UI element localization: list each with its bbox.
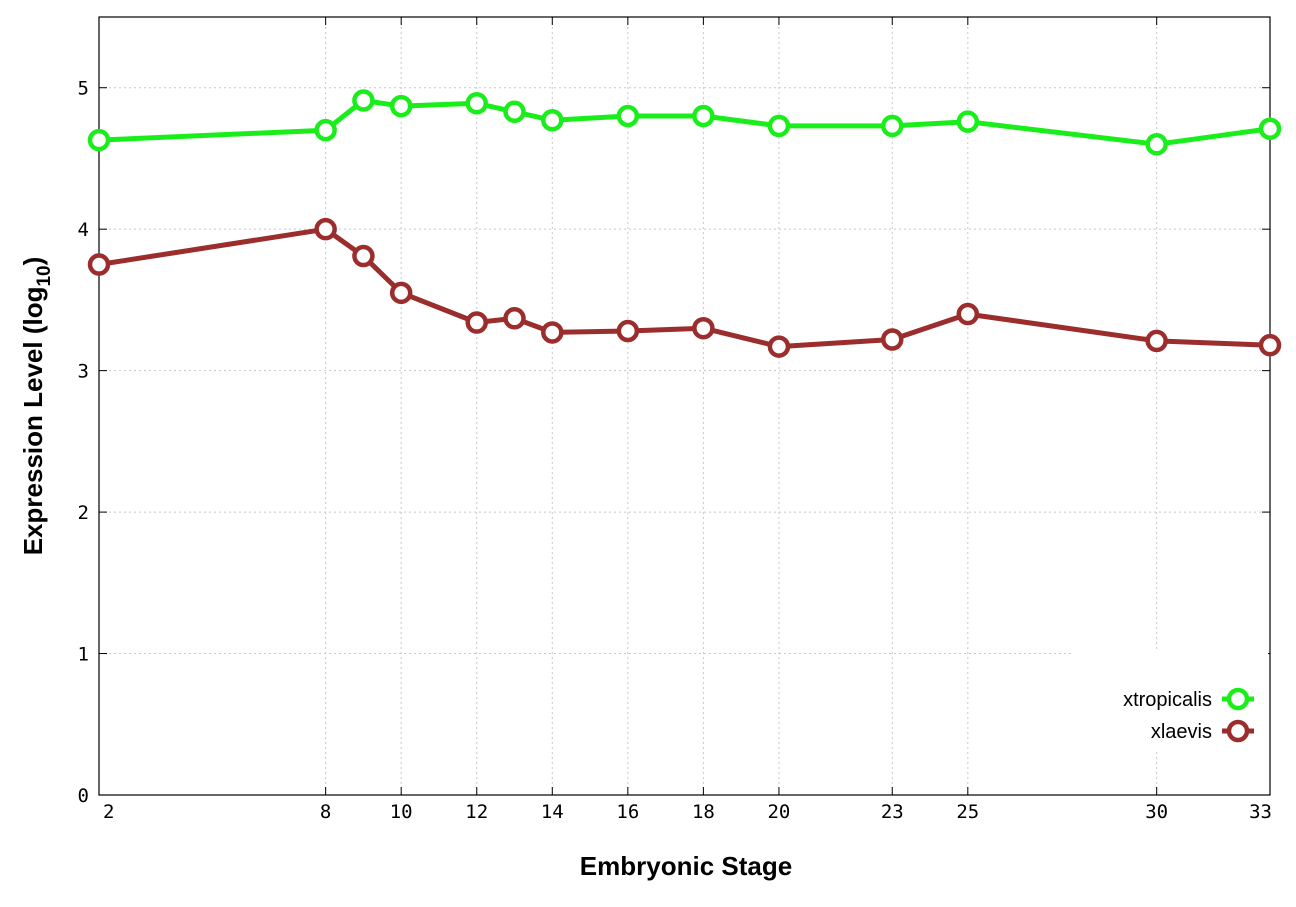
- data-point-xtropicalis: [87, 128, 111, 152]
- x-tick-label: 20: [767, 801, 790, 823]
- y-tick-label: 5: [78, 78, 89, 100]
- y-axis-title: Expression Level (log10): [18, 257, 55, 556]
- data-point-xlaevis: [503, 307, 526, 330]
- data-point-xtropicalis: [1145, 133, 1168, 156]
- x-tick-label: 16: [616, 801, 639, 823]
- legend-item-xlaevis: xlaevis: [1151, 719, 1254, 743]
- data-point-xlaevis: [616, 319, 640, 343]
- data-point-xtropicalis: [616, 104, 640, 128]
- x-tick-label: 14: [541, 801, 564, 823]
- series-line-xtropicalis: [98, 98, 1271, 147]
- y-tick-label: 3: [78, 361, 89, 383]
- series-layer: [87, 89, 1282, 358]
- x-tick-label: 8: [320, 801, 331, 823]
- data-point-xtropicalis: [503, 100, 526, 124]
- data-point-xlaevis: [465, 311, 488, 334]
- x-tick-label: 23: [881, 801, 904, 823]
- x-axis-title: Embryonic Stage: [580, 851, 792, 881]
- data-point-xlaevis: [1145, 329, 1168, 353]
- data-point-xlaevis: [314, 217, 337, 241]
- y-tick-label: 1: [78, 644, 89, 666]
- data-point-xtropicalis: [1258, 117, 1282, 140]
- data-point-xlaevis: [389, 281, 413, 305]
- data-point-xtropicalis: [541, 109, 564, 132]
- y-axis-title-close: ): [18, 257, 48, 266]
- legend-label: xtropicalis: [1123, 689, 1212, 711]
- y-tick-label: 0: [78, 785, 89, 807]
- data-point-xlaevis: [767, 335, 791, 358]
- legend-swatch-marker: [1226, 687, 1250, 711]
- data-point-xtropicalis: [314, 118, 337, 142]
- y-axis-title-subscript: 10: [34, 265, 55, 286]
- legend: xtropicalis xlaevis: [1072, 652, 1268, 750]
- x-tick-label: 10: [390, 801, 413, 823]
- y-tick-label: 2: [78, 502, 89, 524]
- legend-item-xtropicalis: xtropicalis: [1123, 687, 1254, 711]
- data-point-xtropicalis: [881, 114, 904, 138]
- series-line-xlaevis: [98, 226, 1271, 350]
- plot-frame: [98, 16, 1271, 796]
- legend-swatch-marker: [1226, 719, 1250, 743]
- data-point-xtropicalis: [692, 104, 715, 128]
- data-point-xlaevis: [881, 328, 904, 351]
- series-xlaevis: [87, 217, 1282, 358]
- series-xtropicalis: [87, 89, 1282, 156]
- data-point-xtropicalis: [465, 92, 488, 115]
- data-point-xlaevis: [1258, 333, 1282, 357]
- x-tick-label: 33: [1249, 801, 1272, 823]
- x-tick-label: 25: [956, 801, 979, 823]
- x-tick-label: 12: [465, 801, 488, 823]
- legend-label: xlaevis: [1151, 721, 1212, 743]
- x-tick-label: 18: [692, 801, 715, 823]
- data-point-xtropicalis: [767, 114, 791, 138]
- data-point-xlaevis: [956, 302, 980, 326]
- data-point-xlaevis: [692, 316, 715, 340]
- data-point-xtropicalis: [352, 89, 375, 112]
- x-tick-label: 30: [1145, 801, 1168, 823]
- data-point-xlaevis: [541, 321, 564, 344]
- y-axis-title-main: Expression Level (log: [18, 287, 48, 556]
- data-point-xlaevis: [352, 244, 375, 268]
- data-point-xlaevis: [87, 253, 111, 276]
- data-point-xtropicalis: [956, 110, 980, 133]
- y-tick-label: 4: [78, 219, 89, 241]
- x-tick-label: 2: [103, 801, 114, 823]
- data-point-xtropicalis: [389, 94, 413, 118]
